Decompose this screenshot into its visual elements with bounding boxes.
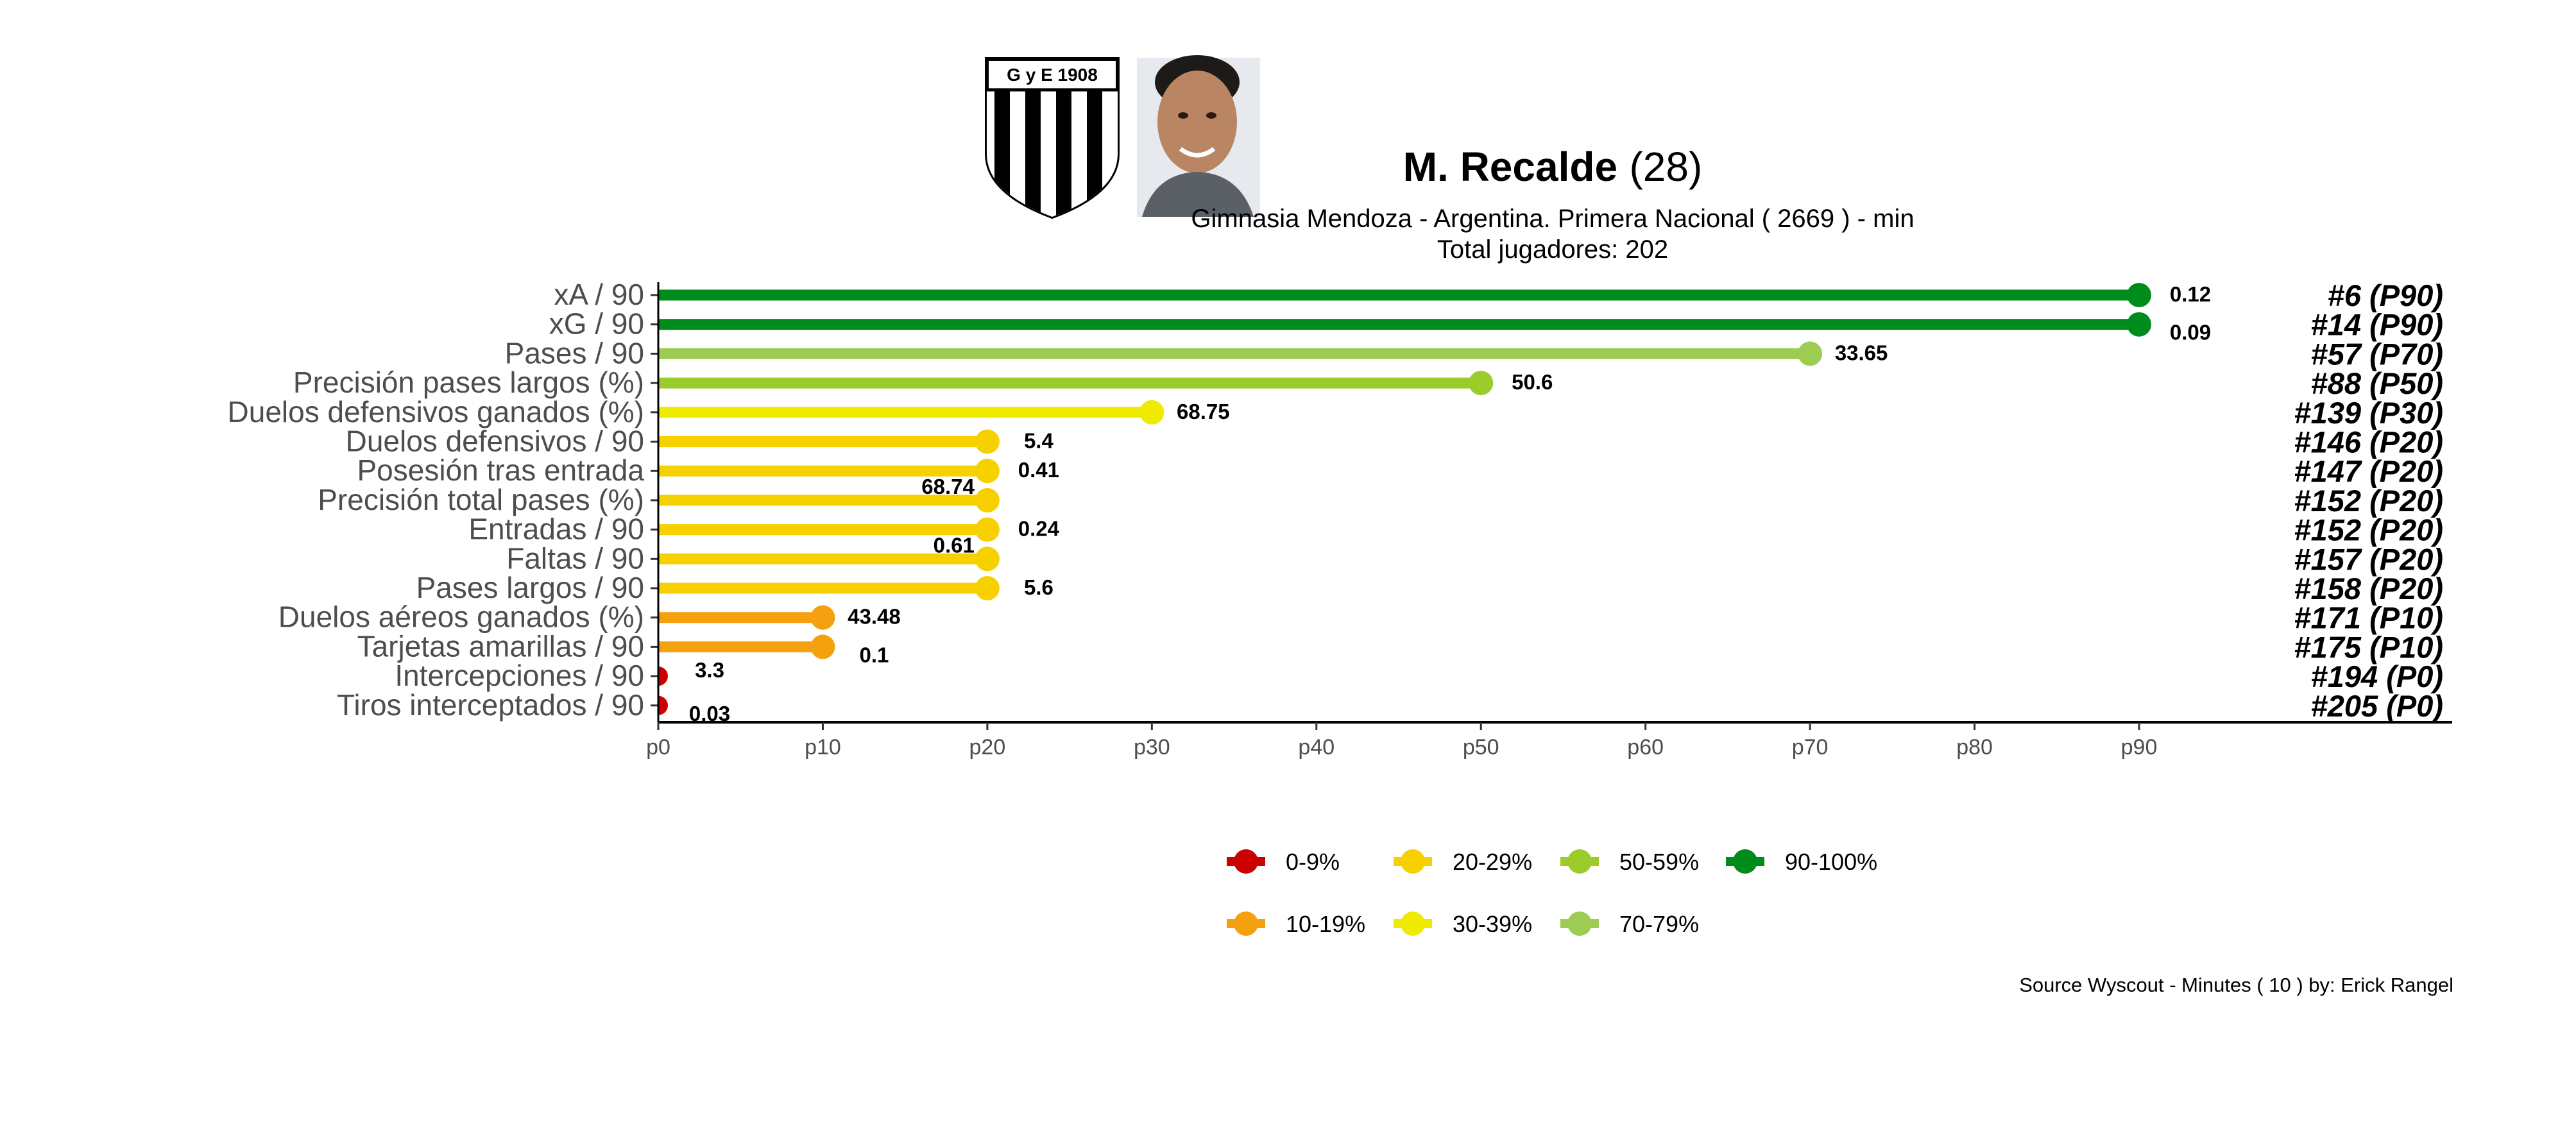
x-tick-label: p60 [1627, 735, 1664, 759]
chart-caption: Source Wyscout - Minutes ( 10 ) by: Eric… [2019, 974, 2453, 996]
x-tick-label: p40 [1298, 735, 1335, 759]
metric-label: Faltas / 90 [506, 541, 644, 575]
x-tick-label: p0 [646, 735, 670, 759]
metric-label: Precisión total pases (%) [318, 483, 644, 516]
rank-label: #194 (P0) [2311, 659, 2443, 693]
value-label: 43.48 [848, 605, 901, 629]
lollipop-point [975, 576, 1000, 600]
x-tick-label: p80 [1956, 735, 1993, 759]
player-name: M. Recalde [1403, 144, 1617, 190]
legend-swatch-point [1234, 911, 1258, 936]
rank-label: #146 (P20) [2294, 425, 2443, 459]
lollipop-point [975, 459, 1000, 484]
value-label: 50.6 [1512, 370, 1553, 394]
rank-label: #147 (P20) [2294, 454, 2443, 488]
value-label: 0.12 [2170, 282, 2211, 306]
legend-swatch-point [1567, 911, 1592, 936]
lollipop-point [975, 487, 1000, 513]
plot-area: xA / 90 0.12 #6 (P90) xG / 90 0.09 #14 (P90) P… [228, 278, 2452, 759]
legend-label: 50-59% [1619, 849, 1699, 875]
chart-title: M. Recalde (28) [1403, 144, 1703, 190]
x-tick-label: p10 [805, 735, 841, 759]
metric-label: Tarjetas amarillas / 90 [357, 629, 644, 663]
lollipop-point [1469, 371, 1494, 396]
metric-label: Duelos defensivos / 90 [346, 425, 644, 458]
club-crest-logo: G y E 1908 [985, 57, 1120, 219]
legend-swatch-point [1234, 849, 1258, 874]
rank-label: #57 (P70) [2311, 337, 2443, 371]
lollipop-point [1798, 341, 1823, 366]
metric-label: Duelos aéreos ganados (%) [278, 600, 644, 634]
rank-label: #152 (P20) [2294, 484, 2443, 518]
legend-label: 70-79% [1619, 911, 1699, 937]
value-label: 5.6 [1024, 575, 1053, 599]
legend-label: 90-100% [1785, 849, 1877, 875]
rank-label: #6 (P90) [2328, 278, 2443, 312]
metric-label: xG / 90 [549, 307, 644, 341]
legend-swatch-point [1401, 849, 1425, 874]
value-label: 0.61 [934, 533, 975, 557]
player-photo [1137, 55, 1260, 217]
legend-label: 30-39% [1453, 911, 1532, 937]
x-tick-label: p30 [1134, 735, 1170, 759]
metric-label: Precisión pases largos (%) [293, 366, 644, 399]
value-label: 68.75 [1177, 400, 1230, 423]
rank-label: #139 (P30) [2294, 396, 2443, 430]
lollipop-point [2127, 283, 2151, 307]
metric-label: Intercepciones / 90 [395, 659, 644, 692]
lollipop-point [975, 429, 1000, 454]
x-tick-label: p70 [1792, 735, 1829, 759]
legend-label: 0-9% [1286, 849, 1340, 875]
legend-swatch-point [1733, 849, 1757, 874]
metric-label: Pases / 90 [505, 336, 644, 369]
rank-label: #157 (P20) [2294, 542, 2443, 576]
x-tick-label: p50 [1463, 735, 1499, 759]
lollipop-point [658, 695, 668, 715]
crest-lettering: G y E 1908 [1007, 65, 1098, 85]
player-age: (28) [1629, 144, 1702, 190]
lollipop-point [975, 547, 1000, 572]
value-label: 0.09 [2170, 321, 2211, 344]
legend-label: 10-19% [1286, 911, 1365, 937]
metric-label: Duelos defensivos ganados (%) [228, 395, 644, 428]
lollipop-point [810, 605, 835, 630]
chart-subtitle-line2: Total jugadores: 202 [1437, 235, 1668, 264]
rank-label: #171 (P10) [2294, 601, 2443, 635]
rank-label: #175 (P10) [2294, 630, 2443, 664]
legend: 0-9% 10-19% 20-29% 30-39% 50-59% 70-79% 90-100… [1227, 849, 1877, 937]
lollipop-point [1139, 400, 1164, 425]
metric-label: xA / 90 [554, 278, 644, 311]
value-label: 0.1 [860, 643, 889, 666]
lollipop-point [810, 634, 835, 659]
rank-label: #205 (P0) [2311, 689, 2443, 723]
lollipop-point [975, 517, 1000, 542]
metric-label: Tiros interceptados / 90 [337, 688, 644, 722]
value-label: 0.24 [1018, 517, 1060, 541]
legend-label: 20-29% [1453, 849, 1532, 875]
metric-label: Posesión tras entrada [357, 454, 645, 487]
metric-label: Pases largos / 90 [416, 571, 644, 604]
metric-label: Entradas / 90 [468, 513, 644, 546]
lollipop-point [658, 666, 668, 686]
lollipop-point [2127, 312, 2151, 337]
legend-swatch-point [1401, 911, 1425, 936]
x-tick-label: p90 [2121, 735, 2158, 759]
chart-subtitle-line1: Gimnasia Mendoza - Argentina. Primera Na… [1191, 205, 1914, 233]
x-tick-label: p20 [969, 735, 1006, 759]
rank-label: #14 (P90) [2311, 308, 2443, 342]
legend-swatch-point [1567, 849, 1592, 874]
rank-label: #152 (P20) [2294, 513, 2443, 547]
value-label: 68.74 [921, 475, 975, 498]
rank-label: #158 (P20) [2294, 572, 2443, 606]
rank-label: #88 (P50) [2311, 366, 2443, 400]
value-label: 0.41 [1018, 458, 1059, 482]
value-label: 3.3 [695, 658, 724, 682]
value-label: 33.65 [1835, 341, 1888, 364]
value-label: 5.4 [1024, 429, 1054, 453]
